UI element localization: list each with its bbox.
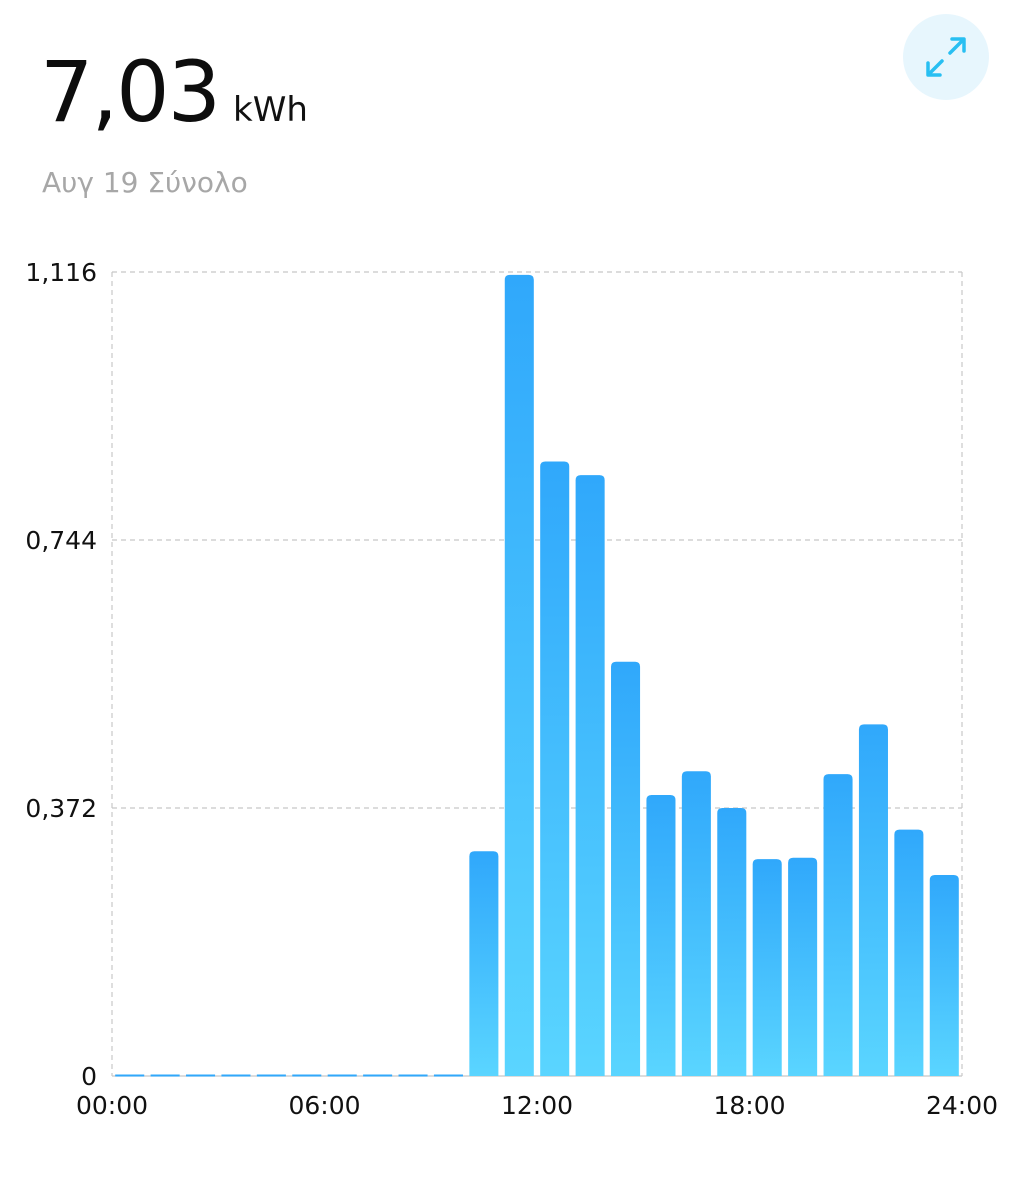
y-tick-label: 0,372 <box>25 794 97 823</box>
x-tick-label: 18:00 <box>713 1091 785 1120</box>
bar <box>717 808 747 1076</box>
bar <box>681 771 711 1076</box>
total-energy: 7,03 kWh <box>40 50 308 134</box>
total-energy-unit: kWh <box>233 90 308 130</box>
period-subtitle: Αυγ 19 Σύνολο <box>42 166 248 199</box>
bar <box>540 461 570 1076</box>
x-tick-label: 24:00 <box>926 1091 998 1120</box>
bar <box>788 857 818 1076</box>
bar <box>575 475 605 1077</box>
total-energy-value: 7,03 <box>40 43 221 141</box>
x-tick-label: 06:00 <box>288 1091 360 1120</box>
y-tick-label: 1,116 <box>25 258 97 287</box>
x-tick-label: 12:00 <box>501 1091 573 1120</box>
expand-button[interactable] <box>903 14 989 100</box>
expand-arrows-icon <box>926 37 966 77</box>
x-tick-label: 00:00 <box>76 1091 148 1120</box>
y-tick-label: 0,744 <box>25 526 97 555</box>
bar <box>823 774 853 1076</box>
bar <box>646 795 676 1076</box>
y-tick-label: 0 <box>81 1062 97 1091</box>
bar <box>504 274 534 1076</box>
bar <box>929 875 959 1076</box>
bar <box>894 829 924 1076</box>
bar <box>752 859 782 1076</box>
bar <box>469 851 499 1076</box>
bar <box>858 724 888 1076</box>
bar <box>611 661 641 1076</box>
